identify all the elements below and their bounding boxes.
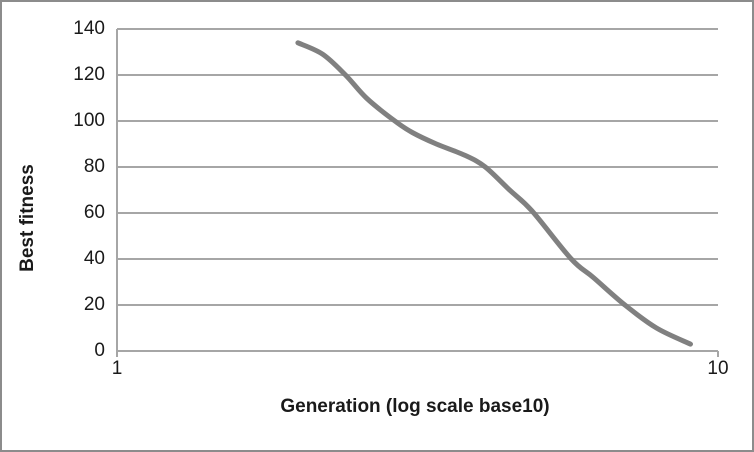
y-tick-label: 0	[94, 340, 105, 361]
y-tick-label: 60	[83, 202, 105, 223]
y-tick-label: 140	[73, 18, 105, 39]
best-fitness-curve	[295, 40, 693, 347]
y-tick-label: 120	[73, 64, 105, 85]
y-tick-label: 20	[83, 294, 105, 315]
y-tick-label: 100	[73, 110, 105, 131]
x-tick-label: 10	[707, 358, 729, 379]
x-tick-label: 1	[111, 358, 123, 379]
x-axis-title: Generation (log scale base10)	[280, 396, 550, 417]
y-axis-title: Best fitness	[17, 164, 38, 272]
y-tick-label: 40	[83, 248, 105, 269]
y-tick-label: 80	[83, 156, 105, 177]
